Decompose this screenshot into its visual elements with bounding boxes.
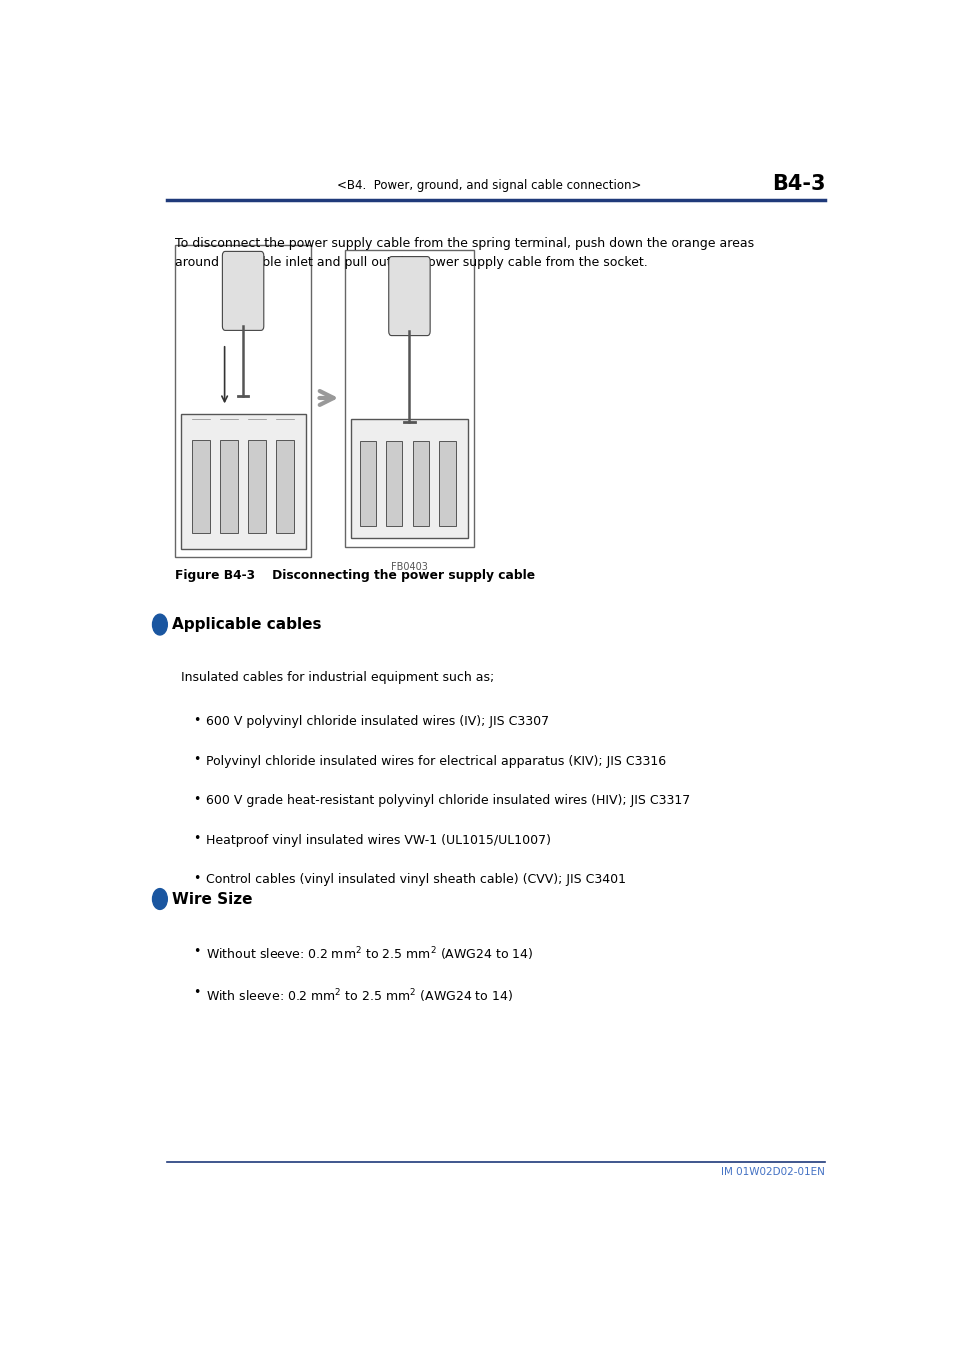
Text: •: •: [193, 833, 200, 845]
Text: Heatproof vinyl insulated wires VW-1 (UL1015/UL1007): Heatproof vinyl insulated wires VW-1 (UL…: [206, 833, 551, 846]
Text: 600 V polyvinyl chloride insulated wires (IV); JIS C3307: 600 V polyvinyl chloride insulated wires…: [206, 716, 549, 728]
Text: <B4.  Power, ground, and signal cable connection>: <B4. Power, ground, and signal cable con…: [336, 180, 640, 192]
Text: With sleeve: 0.2 mm$^{2}$ to 2.5 mm$^{2}$ (AWG24 to 14): With sleeve: 0.2 mm$^{2}$ to 2.5 mm$^{2}…: [206, 987, 513, 1004]
Circle shape: [152, 888, 167, 910]
Text: Figure B4-3    Disconnecting the power supply cable: Figure B4-3 Disconnecting the power supp…: [174, 570, 535, 582]
Bar: [439, 440, 456, 525]
Bar: [344, 250, 474, 547]
Bar: [192, 440, 210, 533]
Text: •: •: [193, 945, 200, 957]
Bar: [219, 440, 238, 533]
Bar: [275, 440, 294, 533]
Text: Wire Size: Wire Size: [172, 892, 253, 907]
Text: Control cables (vinyl insulated vinyl sheath cable) (CVV); JIS C3401: Control cables (vinyl insulated vinyl sh…: [206, 873, 626, 886]
Bar: [413, 440, 429, 525]
Bar: [351, 418, 468, 539]
Text: Insulated cables for industrial equipment such as;: Insulated cables for industrial equipmen…: [180, 671, 494, 684]
Bar: [386, 440, 402, 525]
Text: To disconnect the power supply cable from the spring terminal, push down the ora: To disconnect the power supply cable fro…: [174, 236, 753, 269]
Text: 600 V grade heat-resistant polyvinyl chloride insulated wires (HIV); JIS C3317: 600 V grade heat-resistant polyvinyl chl…: [206, 794, 690, 807]
Bar: [359, 440, 375, 525]
Text: •: •: [193, 987, 200, 999]
Text: •: •: [193, 872, 200, 886]
FancyBboxPatch shape: [388, 256, 430, 336]
Circle shape: [152, 614, 167, 634]
Text: Without sleeve: 0.2 mm$^{2}$ to 2.5 mm$^{2}$ (AWG24 to 14): Without sleeve: 0.2 mm$^{2}$ to 2.5 mm$^…: [206, 946, 534, 964]
Text: IM 01W02D02-01EN: IM 01W02D02-01EN: [720, 1168, 824, 1177]
Text: •: •: [193, 714, 200, 726]
Text: Polyvinyl chloride insulated wires for electrical apparatus (KIV); JIS C3316: Polyvinyl chloride insulated wires for e…: [206, 755, 666, 768]
Text: •: •: [193, 792, 200, 806]
Bar: [174, 246, 311, 558]
Bar: [180, 413, 305, 548]
Text: Applicable cables: Applicable cables: [172, 617, 322, 632]
Bar: [248, 440, 266, 533]
Text: FB0403: FB0403: [391, 562, 428, 572]
Text: •: •: [193, 753, 200, 767]
Text: B4-3: B4-3: [771, 174, 824, 194]
FancyBboxPatch shape: [222, 251, 264, 331]
